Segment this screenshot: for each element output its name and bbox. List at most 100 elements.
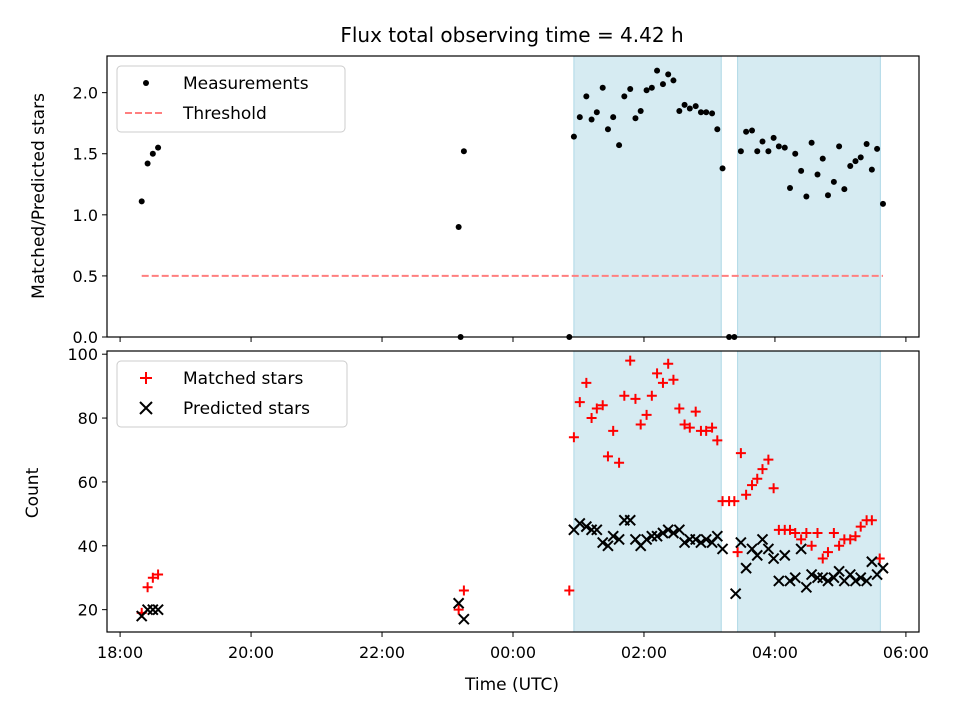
y-tick-label: 0.5 [73, 267, 98, 286]
data-point [847, 162, 854, 169]
data-point [749, 127, 756, 134]
data-point [648, 84, 655, 91]
axes-frame [106, 350, 920, 633]
data-point [786, 184, 793, 191]
data-point [833, 565, 845, 578]
data-point [147, 603, 159, 616]
data-point [808, 139, 815, 146]
data-point [866, 556, 878, 568]
data-point [144, 160, 151, 167]
data-point [874, 145, 881, 152]
data-point [619, 390, 630, 401]
data-point [849, 575, 862, 587]
data-point [806, 540, 817, 551]
data-point [570, 133, 577, 140]
data-point [662, 524, 674, 536]
data-point [763, 454, 774, 465]
data-point [812, 528, 823, 539]
data-point [773, 575, 785, 587]
data-point [860, 575, 873, 587]
data-point [841, 186, 848, 193]
data-point [679, 419, 690, 430]
data-point [850, 531, 861, 542]
x-tick-label: 02:00 [621, 643, 667, 662]
data-point [781, 144, 788, 151]
y-tick-label: 0.0 [73, 328, 98, 347]
data-point [800, 581, 813, 594]
data-point [703, 109, 710, 116]
series-matched-stars [136, 355, 885, 618]
data-point [735, 448, 746, 459]
data-point [659, 81, 666, 88]
y-tick-label: 1.5 [73, 145, 98, 164]
data-point [845, 534, 856, 545]
data-point [591, 524, 603, 536]
legend-x-swatch [139, 401, 153, 415]
data-point [817, 553, 828, 564]
y-tick-label: 20 [78, 601, 98, 620]
data-point [627, 85, 634, 92]
data-point [637, 107, 644, 114]
data-point [784, 575, 796, 587]
data-point [458, 585, 469, 596]
data-point [789, 572, 801, 584]
data-point [814, 171, 821, 178]
data-point [641, 409, 652, 420]
data-point [690, 406, 701, 417]
data-point [868, 166, 875, 173]
data-point [597, 536, 609, 549]
data-point [668, 374, 679, 385]
data-point [458, 613, 470, 625]
data-point [737, 148, 744, 155]
shaded-interval [573, 55, 722, 338]
data-point [817, 572, 829, 584]
y-axis-label-top: Matched/Predicted stars [29, 93, 49, 299]
legend-label: Threshold [182, 104, 267, 124]
legend-plus-swatch [140, 372, 152, 384]
data-point [729, 496, 740, 507]
data-point [697, 109, 704, 116]
data-point [796, 534, 807, 545]
data-point [568, 432, 579, 443]
legend-dot-swatch [143, 80, 149, 86]
data-point [767, 552, 780, 565]
data-point [141, 603, 154, 616]
data-point [460, 148, 467, 155]
data-point [153, 569, 164, 580]
data-point [599, 84, 606, 91]
data-point [452, 597, 465, 609]
data-point [740, 562, 752, 574]
data-point [630, 393, 641, 404]
data-point [852, 158, 859, 165]
data-point [613, 533, 625, 546]
x-tick-label: 06:00 [883, 643, 929, 662]
data-point [709, 110, 716, 117]
data-point [834, 540, 845, 551]
data-point [719, 165, 726, 172]
data-point [743, 128, 750, 135]
legend-label: Matched stars [183, 369, 303, 389]
x-tick-label: 04:00 [752, 643, 798, 662]
data-point [591, 403, 602, 414]
bottom-panel: 20 40 60 80 100 18:00 20:00 22:00 00:00 02:00 04:0… [67, 345, 929, 662]
data-point [643, 87, 650, 94]
data-point [747, 480, 758, 491]
data-point [657, 527, 669, 539]
data-point [822, 575, 834, 587]
data-point [652, 368, 663, 379]
y-tick-label: 60 [78, 473, 98, 492]
data-point [822, 547, 833, 558]
data-point [768, 483, 779, 494]
top-panel: 0.0 0.5 1.0 1.5 2.0 Measurements Threshold [73, 55, 920, 347]
data-point [681, 101, 688, 108]
data-point [149, 150, 156, 157]
data-point [857, 154, 864, 161]
data-point [621, 93, 628, 100]
data-point [801, 528, 812, 539]
data-point [879, 200, 886, 207]
data-point [695, 536, 707, 549]
data-point [663, 358, 674, 369]
series-measurements [138, 67, 886, 340]
legend-label: Measurements [183, 74, 309, 94]
data-point [836, 143, 843, 150]
